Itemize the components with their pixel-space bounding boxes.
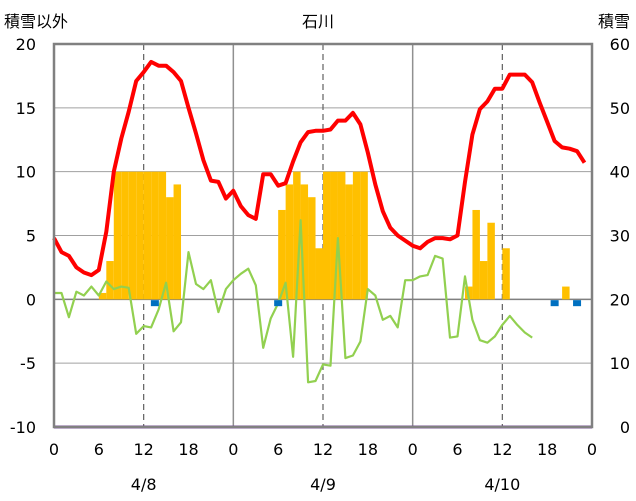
x-tick-label: 6: [273, 440, 283, 459]
snow-bar: [345, 184, 353, 300]
x-tick-label: 18: [358, 440, 378, 459]
marker: [150, 300, 159, 307]
x-tick-label: 0: [228, 440, 238, 459]
y-right-tick-label: 30: [610, 227, 630, 246]
snow-bar: [360, 171, 368, 300]
left-axis-title: 積雪以外: [4, 12, 69, 31]
y-left-tick-label: 5: [26, 227, 36, 246]
y-left-tick-label: 0: [26, 290, 36, 309]
snow-bar: [166, 197, 174, 300]
snow-bar: [487, 222, 495, 300]
snow-bar: [173, 184, 182, 300]
chart-title: 石川: [301, 12, 334, 31]
y-right-tick-label: 0: [620, 418, 630, 437]
y-right-tick-label: 60: [610, 35, 630, 54]
series-line: [52, 59, 587, 278]
y-left-tick-label: 10: [16, 163, 36, 182]
snow-bar: [352, 171, 361, 300]
snow-bar: [562, 286, 570, 300]
x-tick-label: 12: [313, 440, 333, 459]
series-line: [54, 219, 533, 384]
snow-bar: [121, 171, 129, 300]
day-label: 4/10: [484, 475, 520, 494]
snow-bar: [315, 248, 323, 300]
day-label: 4/8: [131, 475, 157, 494]
snow-bar: [323, 171, 331, 300]
snow-bar: [502, 248, 510, 300]
marker: [573, 300, 582, 307]
snow-bar: [479, 261, 488, 300]
snow-bar: [128, 171, 137, 300]
y-right-tick-label: 10: [610, 354, 630, 373]
snow-bar: [151, 171, 159, 300]
y-left-tick-label: 20: [16, 35, 36, 54]
snow-bar: [472, 209, 480, 300]
y-left-tick-label: 15: [16, 99, 36, 118]
snow-bar: [143, 171, 152, 300]
x-tick-label: 0: [587, 440, 597, 459]
snow-bar: [98, 292, 107, 300]
y-left-tick-label: -5: [20, 354, 36, 373]
snow-bar: [136, 171, 144, 300]
marker: [550, 300, 559, 307]
plot-border: [52, 42, 594, 429]
right-axis-title: 積雪: [597, 12, 630, 31]
x-tick-label: 12: [492, 440, 512, 459]
y-right-tick-label: 20: [610, 290, 630, 309]
x-tick-label: 6: [452, 440, 462, 459]
x-tick-label: 0: [49, 440, 59, 459]
x-tick-label: 12: [133, 440, 153, 459]
x-tick-label: 18: [178, 440, 198, 459]
y-right-tick-label: 50: [610, 99, 630, 118]
y-right-tick-label: 40: [610, 163, 630, 182]
snow-bar: [337, 171, 346, 300]
snow-bar: [278, 209, 286, 300]
x-tick-label: 18: [537, 440, 557, 459]
snow-bar: [293, 171, 301, 300]
snow-bar: [285, 184, 294, 300]
snow-bar: [158, 171, 167, 300]
y-left-tick-label: -10: [10, 418, 36, 437]
snow-bar: [106, 261, 114, 300]
snow-bar: [113, 171, 122, 300]
x-tick-label: 6: [94, 440, 104, 459]
snow-bar: [330, 171, 338, 300]
plot-frame: [52, 42, 594, 429]
snow-bar: [308, 197, 316, 300]
day-label: 4/9: [310, 475, 336, 494]
marker: [274, 300, 283, 307]
snow-bar: [300, 184, 309, 300]
x-tick-label: 0: [408, 440, 418, 459]
